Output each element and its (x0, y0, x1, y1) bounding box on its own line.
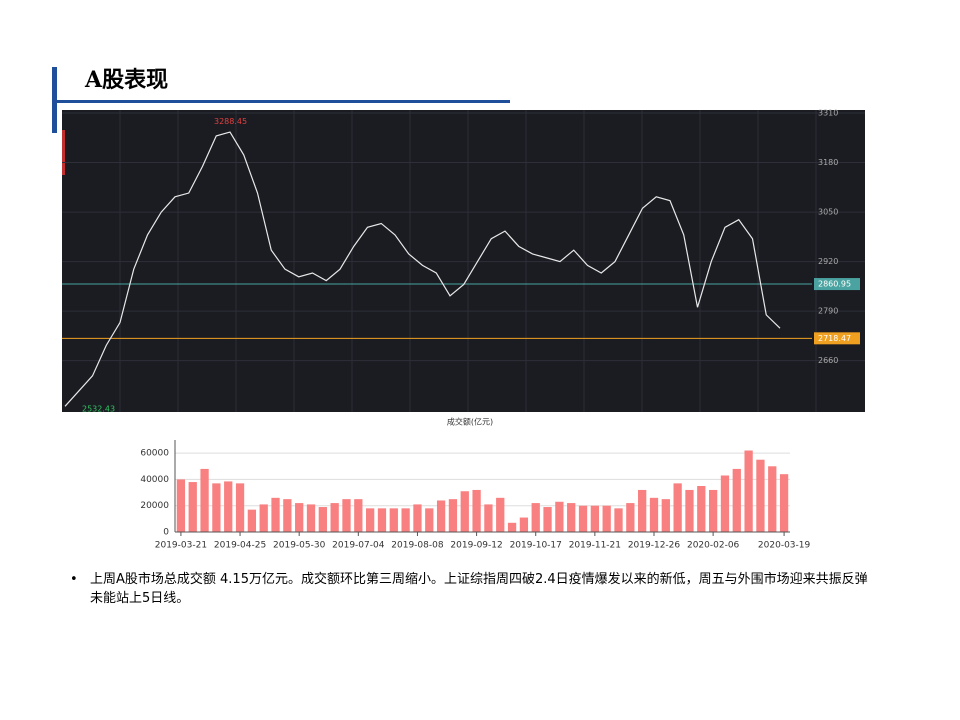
bar (614, 508, 623, 532)
high-label: 3288.45 (214, 117, 247, 126)
bar (389, 508, 398, 532)
bar (342, 499, 351, 532)
reference-tag (814, 278, 860, 291)
bar (744, 450, 753, 532)
bar (543, 507, 552, 532)
bar (271, 497, 280, 532)
panel-edge (62, 130, 65, 175)
bar (720, 475, 730, 532)
bar (401, 508, 410, 532)
y-tick-label: 0 (163, 528, 169, 538)
bar (626, 503, 635, 532)
bar (330, 503, 339, 532)
bar (519, 517, 529, 532)
bar (768, 466, 777, 532)
bar (708, 489, 718, 532)
y-tick-label: 2920 (818, 257, 838, 266)
bar (590, 505, 599, 532)
bar (756, 459, 765, 532)
y-tick-label: 3050 (818, 208, 838, 217)
y-tick-label: 3180 (818, 158, 838, 167)
bar (507, 522, 517, 532)
bar (318, 507, 327, 532)
bar (283, 499, 292, 532)
bar (673, 483, 682, 532)
candle-panel (62, 110, 865, 412)
slide-title: A股表现 (84, 67, 168, 93)
bar (649, 497, 659, 532)
bar (377, 508, 387, 532)
x-tick-label: 2019-05-30 (273, 541, 326, 551)
title-underline (57, 100, 510, 103)
bar (638, 489, 647, 532)
bar (685, 489, 694, 532)
bar (425, 508, 434, 532)
y-tick-label: 40000 (140, 475, 169, 485)
title-accent (52, 67, 57, 133)
bar (779, 474, 789, 532)
bar (578, 505, 588, 532)
bar (661, 499, 670, 532)
bar (259, 504, 268, 532)
bar (295, 503, 304, 532)
y-tick-label: 20000 (140, 501, 169, 511)
bar (460, 491, 469, 532)
bar (176, 479, 186, 532)
x-tick-label: 2019-10-17 (510, 541, 562, 551)
x-tick-label: 2019-08-08 (391, 541, 444, 551)
bar (567, 503, 576, 532)
bar (413, 504, 422, 532)
x-tick-label: 2019-11-21 (569, 541, 621, 551)
y-tick-label: 60000 (140, 449, 169, 459)
x-tick-label: 2019-03-21 (155, 541, 207, 551)
bar (732, 468, 741, 532)
x-tick-label: 2020-03-19 (758, 541, 811, 551)
bar (602, 505, 611, 532)
bar (436, 500, 446, 532)
bar (235, 483, 245, 532)
bar (212, 483, 221, 532)
bar (366, 508, 375, 532)
bar (531, 503, 540, 532)
bar (306, 504, 316, 532)
bar (354, 499, 363, 532)
bar-title: 成交额(亿元) (447, 417, 493, 427)
bar (697, 486, 706, 532)
reference-label: 2860.95 (818, 280, 851, 289)
x-tick-label: 2019-12-26 (628, 541, 681, 551)
x-tick-label: 2019-09-12 (450, 541, 502, 551)
index-line (64, 131, 781, 407)
low-label: 2532.43 (82, 405, 115, 414)
bar (247, 509, 257, 532)
reference-tag (814, 332, 860, 345)
bar (472, 489, 481, 532)
bar (188, 482, 197, 532)
x-tick-label: 2019-04-25 (214, 541, 266, 551)
y-tick-label: 3310 (818, 109, 838, 118)
bullet-text: 上周A股市场总成交额 4.15万亿元。成交额环比第三周缩小。上证综指周四破2.4… (90, 572, 868, 606)
reference-label: 2718.47 (818, 334, 851, 343)
y-tick-label: 2790 (818, 307, 838, 316)
x-tick-label: 2019-07-04 (332, 541, 385, 551)
x-tick-label: 2020-02-06 (687, 541, 740, 551)
bar (555, 501, 564, 532)
bar (484, 504, 493, 532)
bullet-dot: • (70, 572, 78, 587)
bar (448, 499, 458, 532)
bar (496, 497, 505, 532)
bullet-list: • 上周A股市场总成交额 4.15万亿元。成交额环比第三周缩小。上证综指周四破2.… (70, 570, 870, 608)
bar (200, 468, 209, 532)
bar (224, 481, 233, 532)
y-tick-label: 2660 (818, 356, 838, 365)
